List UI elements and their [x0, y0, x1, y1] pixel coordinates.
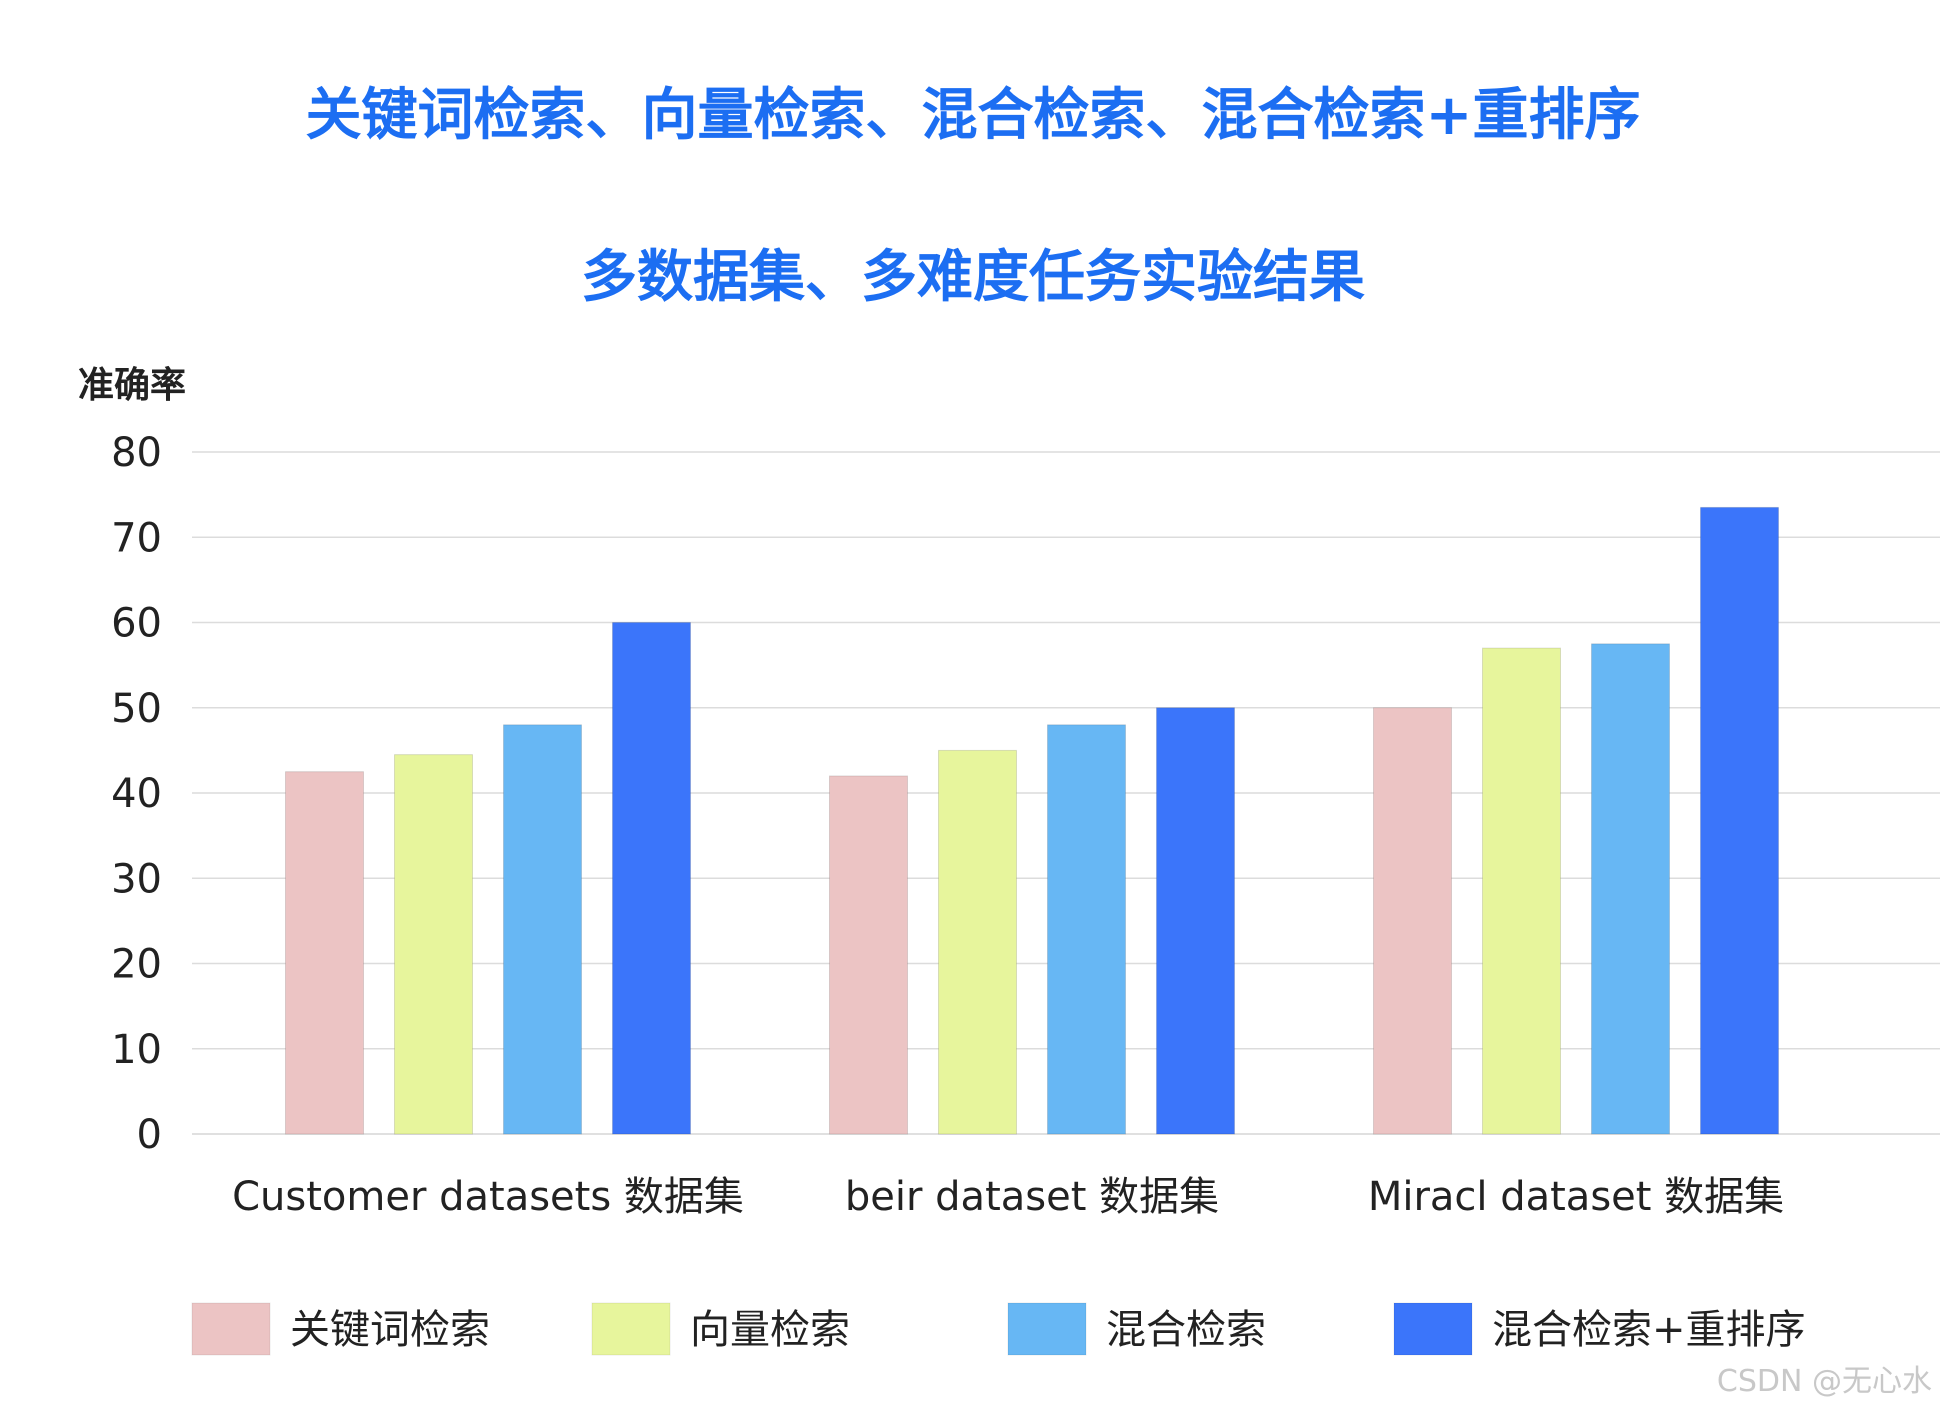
bar	[612, 622, 691, 1135]
legend-label: 混合检索	[1106, 1307, 1266, 1353]
legend-swatch	[191, 1302, 271, 1356]
y-tick-label: 80	[111, 430, 162, 476]
y-tick-label: 0	[137, 1112, 162, 1158]
legend-swatch	[1007, 1302, 1087, 1356]
chart-subtitle: 多数据集、多难度任务实验结果	[581, 245, 1365, 310]
bar	[394, 754, 473, 1135]
x-tick-label: Customer datasets 数据集	[232, 1174, 744, 1220]
bar	[285, 771, 364, 1135]
bar	[1156, 707, 1235, 1135]
y-tick-label: 10	[111, 1027, 162, 1073]
x-tick-label: Miracl dataset 数据集	[1368, 1174, 1784, 1220]
bar	[1047, 724, 1126, 1135]
bar	[1482, 647, 1561, 1135]
y-axis-label: 准确率	[78, 365, 186, 406]
legend: 关键词检索 向量检索 混合检索 混合检索+重排序	[191, 1302, 1806, 1356]
bar	[1373, 707, 1452, 1135]
bar	[829, 775, 908, 1135]
bar	[938, 749, 1017, 1135]
bar	[1591, 643, 1670, 1135]
y-tick-label: 50	[111, 686, 162, 732]
y-tick-label: 70	[111, 515, 162, 561]
y-tick-label: 20	[111, 942, 162, 988]
chart-title: 关键词检索、向量检索、混合检索、混合检索+重排序	[305, 83, 1641, 148]
legend-label: 向量检索	[690, 1307, 850, 1353]
x-axis-ticks: Customer datasets 数据集 beir dataset 数据集 Mir…	[232, 1174, 1784, 1220]
watermark: CSDN @无心水	[1716, 1364, 1932, 1399]
y-tick-label: 30	[111, 856, 162, 902]
y-tick-label: 60	[111, 601, 162, 647]
legend-swatch	[1393, 1302, 1473, 1356]
x-tick-label: beir dataset 数据集	[845, 1174, 1219, 1220]
y-axis-ticks: 0 10 20 30 40 50 60 70 80	[111, 430, 162, 1158]
legend-swatch	[591, 1302, 671, 1356]
bar	[1700, 506, 1779, 1135]
bars	[285, 506, 1779, 1135]
bar	[503, 724, 582, 1135]
legend-label: 关键词检索	[290, 1307, 490, 1353]
y-tick-label: 40	[111, 771, 162, 817]
legend-label: 混合检索+重排序	[1492, 1307, 1806, 1353]
